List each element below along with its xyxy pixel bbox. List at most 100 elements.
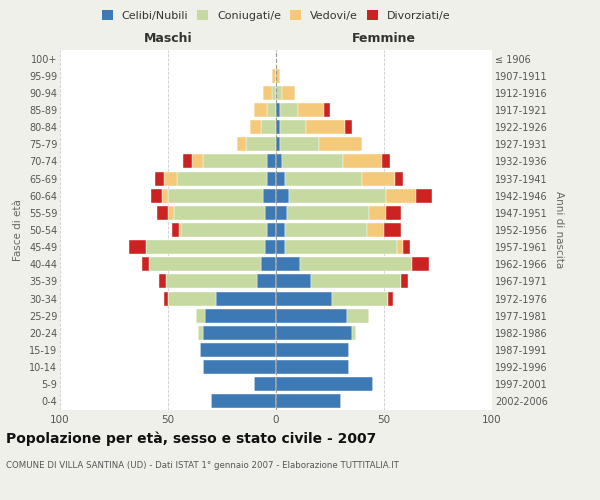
Bar [287, 206, 369, 220]
Bar [237, 138, 246, 151]
Bar [382, 154, 391, 168]
Bar [157, 206, 168, 220]
Bar [265, 240, 276, 254]
Bar [416, 188, 431, 202]
Bar [198, 326, 203, 340]
Bar [403, 240, 410, 254]
Bar [268, 223, 276, 237]
Bar [369, 206, 386, 220]
Bar [166, 274, 257, 288]
Bar [254, 103, 268, 117]
Bar [276, 68, 280, 82]
Bar [179, 223, 181, 237]
Bar [276, 223, 284, 237]
Bar [276, 154, 283, 168]
Bar [142, 258, 149, 272]
Bar [323, 103, 330, 117]
Bar [276, 274, 311, 288]
Bar [276, 394, 341, 408]
Bar [272, 68, 276, 82]
Bar [129, 240, 146, 254]
Bar [397, 240, 403, 254]
Bar [276, 188, 289, 202]
Bar [203, 154, 268, 168]
Bar [276, 343, 349, 357]
Bar [175, 206, 265, 220]
Bar [401, 274, 408, 288]
Bar [352, 326, 356, 340]
Bar [200, 343, 276, 357]
Bar [172, 223, 179, 237]
Bar [268, 172, 276, 185]
Bar [161, 188, 168, 202]
Bar [276, 258, 300, 272]
Bar [151, 188, 161, 202]
Bar [362, 172, 395, 185]
Bar [306, 120, 345, 134]
Bar [149, 258, 261, 272]
Bar [276, 378, 373, 392]
Bar [283, 86, 295, 100]
Bar [211, 394, 276, 408]
Bar [289, 188, 386, 202]
Bar [276, 206, 287, 220]
Bar [386, 188, 416, 202]
Bar [196, 308, 205, 322]
Bar [261, 258, 276, 272]
Bar [176, 172, 268, 185]
Bar [319, 138, 362, 151]
Bar [276, 326, 352, 340]
Bar [384, 223, 401, 237]
Legend: Celibi/Nubili, Coniugati/e, Vedovi/e, Divorziati/e: Celibi/Nubili, Coniugati/e, Vedovi/e, Di… [100, 8, 452, 23]
Bar [168, 292, 215, 306]
Bar [284, 240, 397, 254]
Bar [215, 292, 276, 306]
Bar [203, 326, 276, 340]
Bar [160, 274, 166, 288]
Bar [263, 86, 272, 100]
Bar [276, 86, 283, 100]
Bar [276, 172, 284, 185]
Bar [395, 172, 403, 185]
Bar [388, 292, 392, 306]
Bar [276, 292, 332, 306]
Bar [254, 378, 276, 392]
Bar [276, 308, 347, 322]
Text: Popolazione per età, sesso e stato civile - 2007: Popolazione per età, sesso e stato civil… [6, 431, 376, 446]
Bar [146, 240, 265, 254]
Bar [181, 223, 268, 237]
Bar [203, 360, 276, 374]
Bar [265, 206, 276, 220]
Bar [343, 154, 382, 168]
Bar [345, 120, 352, 134]
Bar [284, 172, 362, 185]
Bar [164, 292, 168, 306]
Bar [183, 154, 192, 168]
Y-axis label: Fasce di età: Fasce di età [13, 199, 23, 261]
Bar [298, 103, 323, 117]
Bar [205, 308, 276, 322]
Bar [347, 308, 369, 322]
Bar [268, 103, 276, 117]
Bar [276, 240, 284, 254]
Bar [412, 258, 430, 272]
Bar [276, 120, 280, 134]
Bar [311, 274, 401, 288]
Bar [263, 188, 276, 202]
Bar [367, 223, 384, 237]
Bar [272, 86, 276, 100]
Bar [300, 258, 412, 272]
Bar [276, 138, 280, 151]
Bar [280, 103, 298, 117]
Text: COMUNE DI VILLA SANTINA (UD) - Dati ISTAT 1° gennaio 2007 - Elaborazione TUTTITA: COMUNE DI VILLA SANTINA (UD) - Dati ISTA… [6, 460, 399, 469]
Bar [257, 274, 276, 288]
Bar [276, 103, 280, 117]
Y-axis label: Anni di nascita: Anni di nascita [554, 192, 565, 268]
Bar [268, 154, 276, 168]
Bar [168, 206, 175, 220]
Bar [283, 154, 343, 168]
Bar [250, 120, 261, 134]
Bar [386, 206, 401, 220]
Bar [276, 360, 349, 374]
Bar [332, 292, 388, 306]
